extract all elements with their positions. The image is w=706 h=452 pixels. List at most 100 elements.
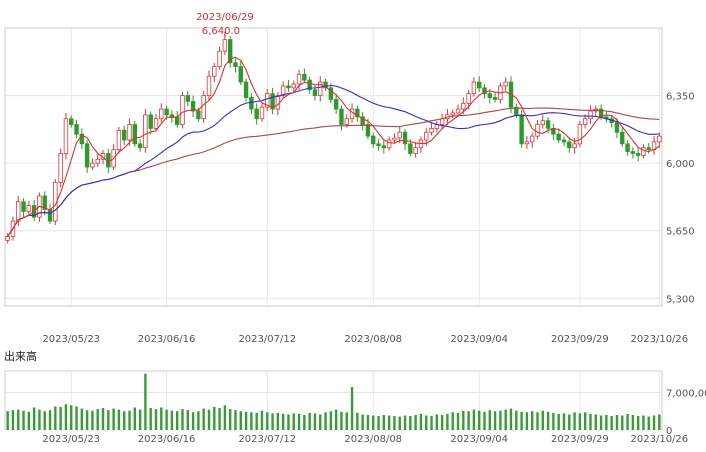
- volume-bar: [403, 415, 407, 430]
- candle-down: [625, 143, 630, 152]
- candle-down: [270, 93, 275, 110]
- volume-bar: [398, 416, 401, 430]
- candle-up: [466, 93, 471, 104]
- volume-bar: [324, 412, 327, 430]
- candle-down: [42, 195, 47, 210]
- candle-down: [381, 145, 387, 149]
- candle-up: [641, 147, 646, 156]
- candle-up: [153, 118, 159, 129]
- candle-up: [291, 83, 296, 89]
- candle-down: [477, 81, 482, 89]
- date-tick-label: 2023/05/23: [42, 334, 100, 345]
- candle-down: [545, 120, 551, 129]
- price-tick-label: 5,300: [666, 294, 695, 305]
- volume-bar: [562, 413, 566, 430]
- candle-up: [535, 124, 540, 137]
- volume-bar: [75, 406, 78, 430]
- volume-bar: [462, 410, 465, 430]
- volume-bar: [615, 414, 619, 430]
- volume-bar: [43, 411, 46, 430]
- volume-bar: [149, 408, 152, 430]
- date-tick-label: 2023/10/26: [631, 334, 689, 345]
- volume-bar: [244, 411, 248, 430]
- candle-up: [439, 118, 445, 125]
- volume-title: 出来高: [4, 349, 37, 363]
- volume-bar: [652, 415, 656, 430]
- candle-down: [630, 151, 636, 154]
- ma-long-line: [7, 107, 660, 237]
- volume-bar: [345, 412, 348, 430]
- candle-down: [323, 81, 328, 89]
- volume-bar: [361, 414, 364, 430]
- candle-up: [657, 135, 662, 143]
- volume-bar: [552, 412, 555, 430]
- candle-up: [429, 127, 434, 133]
- volume-bar: [170, 410, 174, 430]
- volume-bar: [520, 411, 523, 430]
- ma-short-line: [7, 56, 660, 237]
- candle-down: [47, 209, 53, 222]
- candle-down: [635, 153, 641, 156]
- date-tick-label: 2023/06/16: [138, 334, 196, 345]
- candle-up: [572, 143, 577, 149]
- volume-bar: [409, 416, 412, 430]
- candle-up: [529, 135, 535, 143]
- candle-down: [561, 139, 567, 143]
- volume-date-tick-label: 2023/05/23: [42, 434, 100, 445]
- candle-down: [122, 129, 127, 141]
- candle-down: [238, 66, 243, 83]
- volume-bar: [197, 411, 200, 430]
- volume-bar: [160, 407, 163, 430]
- volume-bar: [435, 414, 439, 430]
- candle-up: [58, 153, 63, 183]
- volume-bar: [536, 412, 539, 430]
- volume-bar: [234, 410, 237, 430]
- candle-down: [174, 116, 180, 125]
- volume-bar: [191, 412, 195, 430]
- candle-up: [280, 85, 286, 96]
- volume-bar: [456, 412, 460, 430]
- candle-up: [413, 147, 418, 154]
- candle-down: [312, 89, 318, 96]
- candle-up: [95, 158, 100, 164]
- volume-bar: [446, 413, 449, 430]
- volume-bar: [218, 408, 221, 430]
- volume-bar: [425, 415, 428, 430]
- volume-bar: [123, 411, 126, 430]
- date-tick-label: 2023/08/08: [344, 334, 402, 345]
- volume-bar: [504, 409, 507, 430]
- candle-up: [424, 131, 429, 141]
- volume-bar: [440, 414, 444, 430]
- volume-bar: [101, 408, 105, 430]
- candle-down: [254, 108, 259, 120]
- volume-bar: [91, 410, 94, 430]
- volume-bar: [239, 411, 242, 430]
- volume-bar: [467, 411, 470, 430]
- candle-down: [79, 133, 85, 145]
- volume-bar: [223, 405, 227, 430]
- volume-bar: [271, 413, 274, 430]
- peak-value-annotation: 6,640.0: [202, 26, 240, 37]
- price-tick-label: 5,650: [666, 227, 695, 238]
- volume-bar: [138, 409, 142, 430]
- volume-bar: [266, 412, 269, 430]
- volume-bar: [366, 414, 370, 430]
- date-tick-label: 2023/09/29: [551, 334, 609, 345]
- candle-up: [143, 114, 148, 149]
- volume-bar: [594, 414, 597, 430]
- volume-bar: [22, 410, 25, 430]
- volume-date-tick-label: 2023/06/16: [138, 434, 196, 445]
- volume-bar: [499, 410, 502, 430]
- candle-down: [556, 133, 561, 141]
- candle-up: [90, 162, 95, 168]
- candle-up: [116, 129, 122, 151]
- volume-bar: [350, 387, 354, 430]
- candle-up: [577, 124, 583, 145]
- volume-bar: [557, 413, 560, 430]
- date-tick-label: 2023/09/04: [450, 334, 508, 345]
- candle-up: [180, 95, 185, 125]
- volume-bar: [430, 416, 433, 430]
- candle-up: [503, 81, 508, 87]
